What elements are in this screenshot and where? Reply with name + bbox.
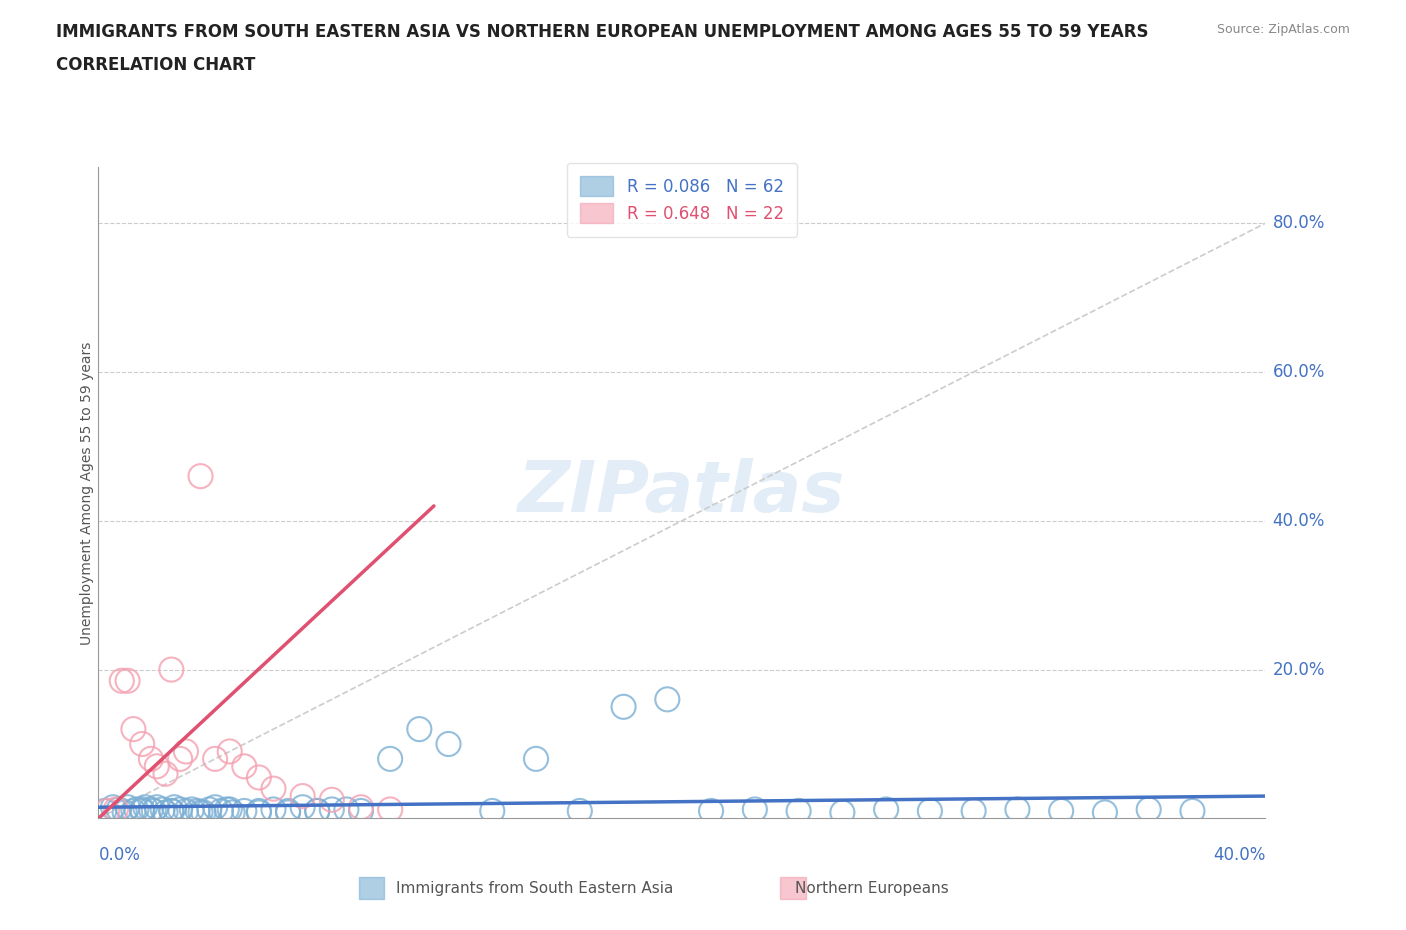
Point — [247, 770, 270, 785]
Point — [160, 804, 183, 818]
Point — [657, 692, 679, 707]
Point — [174, 744, 197, 759]
Text: 0.0%: 0.0% — [98, 846, 141, 864]
Point — [108, 802, 131, 817]
Text: CORRELATION CHART: CORRELATION CHART — [56, 56, 256, 73]
Point — [101, 800, 124, 815]
Point — [1094, 805, 1116, 820]
Point — [104, 802, 127, 817]
Point — [160, 804, 183, 818]
Point — [962, 804, 984, 818]
Point — [155, 805, 177, 820]
Point — [744, 802, 766, 817]
Point — [215, 802, 238, 817]
Point — [481, 804, 503, 818]
Text: ZIPatlas: ZIPatlas — [519, 458, 845, 527]
Point — [163, 800, 186, 815]
Point — [350, 800, 373, 815]
Point — [117, 673, 139, 688]
Point — [174, 804, 197, 818]
Point — [146, 759, 169, 774]
Point — [131, 737, 153, 751]
Point — [612, 699, 634, 714]
Point — [131, 802, 153, 817]
Legend: R = 0.086   N = 62, R = 0.648   N = 22: R = 0.086 N = 62, R = 0.648 N = 22 — [567, 163, 797, 237]
Point — [139, 751, 162, 766]
Point — [247, 804, 270, 818]
Point — [142, 804, 165, 818]
Point — [96, 804, 118, 818]
Point — [875, 802, 897, 817]
Point — [122, 804, 145, 818]
Point — [307, 804, 329, 818]
Point — [131, 804, 153, 818]
Point — [335, 802, 357, 817]
Text: 40.0%: 40.0% — [1272, 512, 1324, 530]
Point — [117, 800, 139, 815]
Point — [111, 673, 134, 688]
Point — [321, 792, 343, 807]
Text: 20.0%: 20.0% — [1272, 660, 1324, 679]
Point — [209, 804, 232, 818]
Point — [380, 802, 402, 817]
Point — [169, 751, 191, 766]
Point — [190, 805, 212, 820]
Point — [787, 804, 810, 818]
Point — [262, 802, 284, 817]
Point — [1181, 804, 1204, 818]
Point — [125, 802, 148, 817]
Point — [291, 789, 314, 804]
Point — [198, 802, 221, 817]
Point — [204, 800, 226, 815]
Point — [218, 802, 240, 817]
Point — [568, 804, 591, 818]
Point — [169, 802, 191, 817]
Point — [221, 805, 243, 820]
Point — [437, 737, 460, 751]
Text: 80.0%: 80.0% — [1272, 214, 1324, 232]
Point — [193, 805, 215, 820]
Point — [187, 804, 209, 818]
Point — [218, 744, 240, 759]
Point — [122, 722, 145, 737]
Text: Immigrants from South Eastern Asia: Immigrants from South Eastern Asia — [395, 881, 673, 896]
Point — [277, 805, 299, 820]
Point — [134, 800, 156, 815]
Point — [380, 751, 402, 766]
Point — [155, 766, 177, 781]
Point — [180, 802, 202, 817]
Point — [1137, 802, 1160, 817]
Point — [277, 804, 299, 818]
Text: Source: ZipAtlas.com: Source: ZipAtlas.com — [1216, 23, 1350, 36]
Point — [233, 759, 256, 774]
Point — [524, 751, 547, 766]
Point — [831, 805, 853, 820]
Point — [190, 469, 212, 484]
Point — [291, 800, 314, 815]
Point — [262, 781, 284, 796]
Text: 60.0%: 60.0% — [1272, 363, 1324, 381]
Point — [152, 802, 174, 817]
Point — [93, 804, 115, 818]
Point — [139, 802, 162, 817]
Point — [700, 804, 723, 818]
Text: IMMIGRANTS FROM SOUTH EASTERN ASIA VS NORTHERN EUROPEAN UNEMPLOYMENT AMONG AGES : IMMIGRANTS FROM SOUTH EASTERN ASIA VS NO… — [56, 23, 1149, 41]
Point — [233, 804, 256, 818]
Text: Northern Europeans: Northern Europeans — [794, 881, 949, 896]
Point — [307, 804, 329, 818]
Point — [247, 805, 270, 820]
Y-axis label: Unemployment Among Ages 55 to 59 years: Unemployment Among Ages 55 to 59 years — [80, 341, 94, 644]
Text: 40.0%: 40.0% — [1213, 846, 1265, 864]
Point — [160, 662, 183, 677]
Point — [350, 804, 373, 818]
Point — [204, 751, 226, 766]
Point — [114, 805, 136, 820]
Point — [1050, 804, 1073, 818]
Point — [146, 800, 169, 815]
Point — [918, 804, 941, 818]
Point — [321, 802, 343, 817]
Point — [1007, 802, 1029, 817]
Point — [408, 722, 430, 737]
